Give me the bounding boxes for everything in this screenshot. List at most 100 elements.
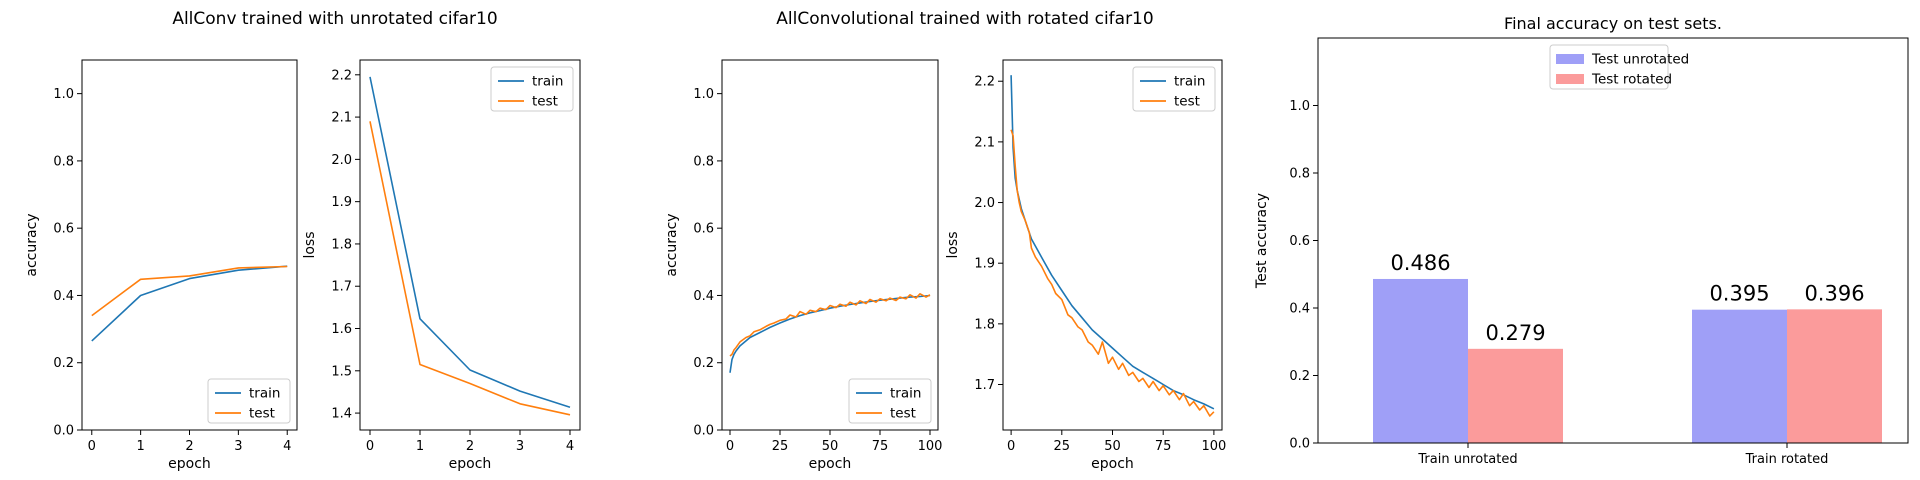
legend-label-test-unrotated: Test unrotated [1591, 52, 1689, 68]
x-tick-label: 75 [872, 439, 889, 454]
y-tick-label: 2.2 [331, 68, 352, 83]
x-tick-label: 100 [918, 439, 943, 454]
y-tick-label: 0.4 [53, 289, 74, 304]
plot-p3: 0.0 0.2 0.4 0.6 0.8 1.0 accuracy 0 25 50 75 100 epoc… [664, 59, 943, 472]
legend-label-train: train [890, 386, 921, 402]
y-tick-label: 0.0 [53, 424, 74, 439]
figure-title-unrotated: AllConv trained with unrotated cifar10 [172, 9, 497, 29]
legend-label-test: test [890, 406, 916, 422]
y-tick-label: 0.8 [53, 154, 74, 169]
x-tick-label: 1 [136, 439, 144, 454]
y-tick-label: 0.0 [693, 424, 714, 439]
x-tick-label: 0 [366, 439, 374, 454]
x-tick-label: 0 [1007, 439, 1015, 454]
y-tick-label: 0.2 [693, 356, 714, 371]
y-tick-label: 1.9 [331, 195, 352, 210]
x-axis-label: epoch [809, 456, 852, 472]
legend-label-train: train [1174, 74, 1205, 90]
bar-value-label: 0.395 [1709, 282, 1769, 306]
bar-test-rotated [1787, 309, 1882, 443]
x-tick-label: 2 [185, 439, 193, 454]
y-tick-label: 2.0 [974, 196, 995, 211]
legend-swatch-test-unrotated [1556, 54, 1584, 64]
plot-p2: 1.4 1.5 1.6 1.7 1.8 1.9 2.0 2.1 2.2 loss 0 1 2 3 4 epoc… [302, 59, 581, 472]
x-tick-label: 1 [416, 439, 424, 454]
x-tick-label: 0 [726, 439, 734, 454]
x-tick-label: 75 [1155, 439, 1172, 454]
y-tick-label: 1.5 [331, 364, 352, 379]
y-tick-label: 0.2 [53, 356, 74, 371]
legend-label-test-rotated: Test rotated [1591, 72, 1672, 88]
y-tick-label: 1.7 [331, 280, 352, 295]
y-axis-label: loss [302, 231, 318, 258]
x-tick-label: 3 [234, 439, 242, 454]
y-axis-label: loss [945, 231, 961, 258]
bar-value-label: 0.396 [1804, 281, 1864, 305]
plot-p5: 0.0 0.2 0.4 0.6 0.8 1.0 Test accuracy Train unr… [1254, 14, 1909, 467]
y-tick-label: 0.2 [1289, 369, 1310, 384]
axes-frame [721, 59, 939, 431]
x-axis-label: epoch [449, 456, 492, 472]
legend-label-test: test [532, 94, 558, 110]
y-axis-label: Test accuracy [1254, 193, 1270, 289]
y-axis-label: accuracy [24, 213, 40, 276]
legend-box [1132, 66, 1216, 112]
bar-test-rotated [1468, 348, 1563, 443]
x-tick-label: 25 [772, 439, 789, 454]
y-tick-label: 0.6 [53, 222, 74, 237]
y-tick-label: 1.0 [1289, 99, 1310, 114]
bar-test-unrotated [1692, 309, 1787, 443]
x-tick-label: 50 [822, 439, 839, 454]
legend-box [490, 66, 574, 112]
y-tick-label: 0.8 [693, 154, 714, 169]
legend-label-test: test [1174, 94, 1200, 110]
x-tick-label: 50 [1104, 439, 1121, 454]
axes-frame [1002, 59, 1223, 431]
x-tick-label: Train rotated [1745, 452, 1829, 467]
series-line-test [729, 292, 931, 357]
y-tick-label: 1.8 [331, 237, 352, 252]
legend-label-train: train [249, 386, 280, 402]
plots-layer: 0.0 0.2 0.4 0.6 0.8 1.0 accuracy 0 1 2 3 4 epoch trai… [24, 14, 1909, 472]
y-tick-label: 2.0 [331, 153, 352, 168]
y-tick-label: 1.7 [974, 378, 995, 393]
x-tick-label: 4 [283, 439, 291, 454]
plot-p4: 1.7 1.8 1.9 2.0 2.1 2.2 loss 0 25 50 75 100 epoch tra… [945, 59, 1226, 472]
y-tick-label: 0.4 [1289, 302, 1310, 317]
series-line-test [369, 121, 571, 416]
legend-swatch-test-rotated [1556, 74, 1584, 84]
legend-box [848, 378, 932, 424]
series-line-test [91, 265, 288, 317]
x-axis-label: epoch [1091, 456, 1134, 472]
y-tick-label: 1.6 [331, 322, 352, 337]
x-axis-label: epoch [168, 456, 211, 472]
y-tick-label: 1.0 [693, 87, 714, 102]
legend-box [207, 378, 291, 424]
x-tick-label: 4 [566, 439, 574, 454]
y-tick-label: 1.0 [53, 87, 74, 102]
axes-frame [1317, 37, 1909, 444]
y-tick-label: 0.6 [1289, 234, 1310, 249]
x-tick-label: 3 [516, 439, 524, 454]
y-tick-label: 2.1 [331, 111, 352, 126]
bar-value-label: 0.279 [1485, 321, 1545, 345]
x-tick-label: 0 [88, 439, 96, 454]
x-tick-label: 2 [466, 439, 474, 454]
y-tick-label: 1.8 [974, 317, 995, 332]
y-tick-label: 0.4 [693, 289, 714, 304]
x-tick-label: Train unrotated [1417, 452, 1517, 467]
legend-label-train: train [532, 74, 563, 90]
series-line-train [369, 76, 571, 408]
axes-frame [359, 59, 581, 431]
bar-test-unrotated [1373, 278, 1468, 443]
y-tick-label: 0.6 [693, 222, 714, 237]
series-line-test [1010, 129, 1215, 417]
y-tick-label: 1.4 [331, 407, 352, 422]
y-tick-label: 2.2 [974, 75, 995, 90]
x-tick-label: 100 [1201, 439, 1226, 454]
axes-frame [81, 59, 298, 431]
y-tick-label: 0.0 [1289, 437, 1310, 452]
chart-title: Final accuracy on test sets. [1504, 14, 1722, 33]
y-tick-label: 2.1 [974, 135, 995, 150]
